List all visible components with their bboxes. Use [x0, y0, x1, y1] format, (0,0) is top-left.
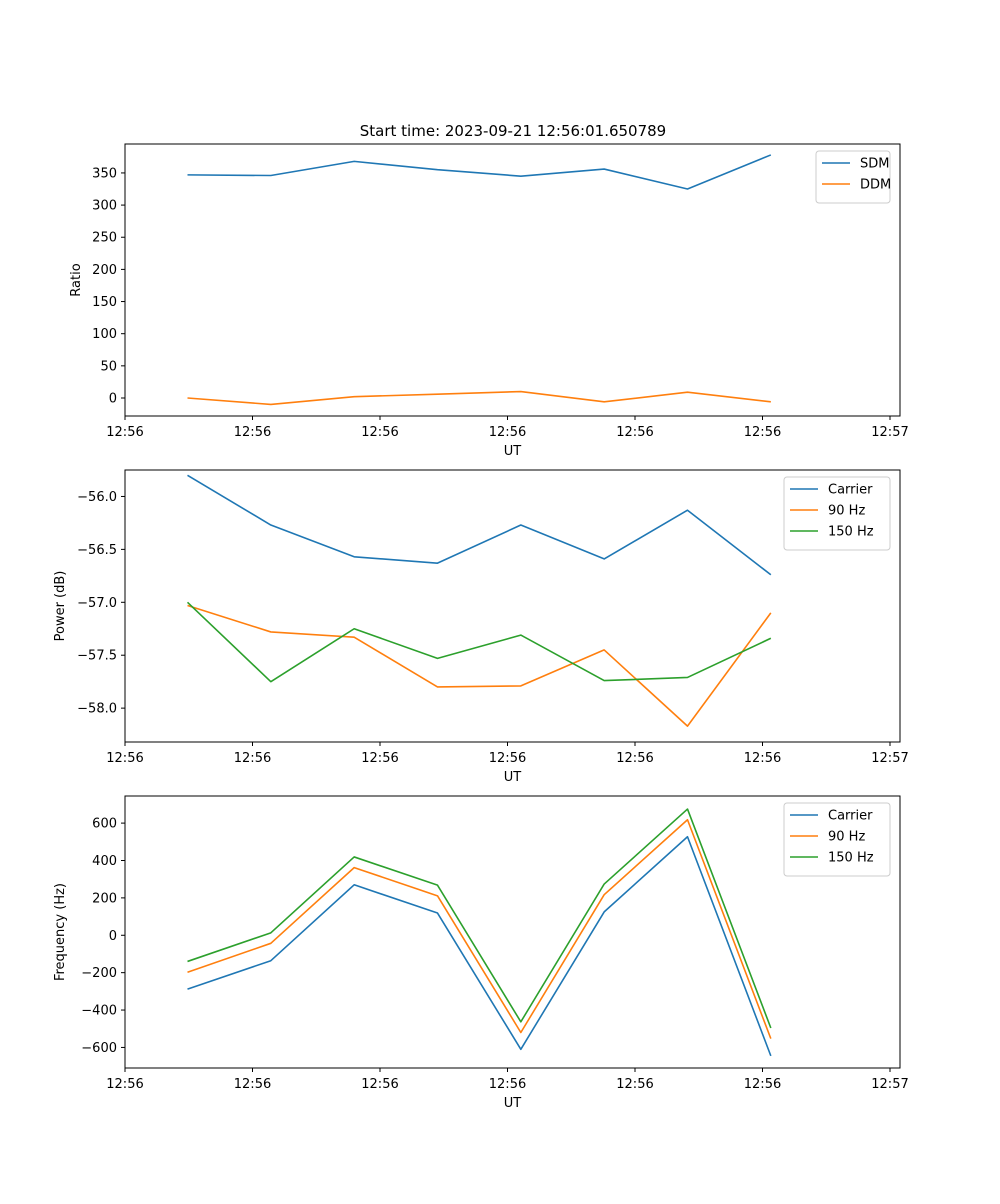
- y-tick-label: 150: [92, 295, 117, 310]
- y-tick-label: 0: [109, 929, 117, 944]
- y-tick-label: 0: [109, 391, 117, 406]
- y-tick-label: 200: [92, 891, 117, 906]
- y-tick-label: −56.5: [77, 543, 117, 558]
- x-tick-label: 12:56: [489, 751, 526, 766]
- x-tick-label: 12:56: [106, 1077, 143, 1092]
- legend-label: DDM: [860, 178, 891, 193]
- y-tick-label: −58.0: [77, 702, 117, 717]
- y-tick-label: 50: [100, 359, 117, 374]
- x-tick-label: 12:56: [616, 1077, 653, 1092]
- x-tick-label: 12:56: [361, 425, 398, 440]
- y-tick-label: −200: [81, 966, 117, 981]
- x-axis-label: UT: [504, 770, 522, 785]
- x-tick-label: 12:57: [871, 1077, 908, 1092]
- x-axis-label: UT: [504, 444, 522, 459]
- y-tick-label: 600: [92, 817, 117, 832]
- x-tick-label: 12:56: [616, 425, 653, 440]
- y-tick-label: −600: [81, 1041, 117, 1056]
- legend-label: SDM: [860, 157, 889, 172]
- legend-label: 150 Hz: [828, 851, 874, 866]
- x-tick-label: 12:56: [489, 1077, 526, 1092]
- x-tick-label: 12:56: [744, 1077, 781, 1092]
- chart-1: 12:56 12:56 12:56 12:56 12:56 12:56 12:57 0 50 10…: [69, 144, 909, 459]
- y-axis-label: Power (dB): [53, 571, 68, 642]
- x-tick-label: 12:57: [871, 751, 908, 766]
- chart-2: 12:56 12:56 12:56 12:56 12:56 12:56 12:57 −58.0…: [53, 470, 909, 785]
- y-tick-label: −57.5: [77, 649, 117, 664]
- y-tick-label: 250: [92, 231, 117, 246]
- x-tick-label: 12:56: [234, 751, 271, 766]
- legend-label: Carrier: [828, 809, 873, 824]
- legend-label: 150 Hz: [828, 525, 874, 540]
- series-line-150-hz: [188, 809, 771, 1028]
- x-tick-label: 12:56: [361, 751, 398, 766]
- x-tick-label: 12:57: [871, 425, 908, 440]
- chart-3: 12:56 12:56 12:56 12:56 12:56 12:56 12:57 −600 −…: [53, 796, 909, 1111]
- x-tick-label: 12:56: [616, 751, 653, 766]
- y-tick-label: 100: [92, 327, 117, 342]
- y-tick-label: 350: [92, 166, 117, 181]
- series-line-ddm: [188, 392, 771, 405]
- x-tick-label: 12:56: [234, 1077, 271, 1092]
- y-tick-label: 300: [92, 199, 117, 214]
- x-tick-label: 12:56: [744, 751, 781, 766]
- axes-frame: [125, 144, 900, 416]
- x-tick-label: 12:56: [106, 751, 143, 766]
- legend-label: Carrier: [828, 483, 873, 498]
- y-tick-label: −400: [81, 1004, 117, 1019]
- legend-label: 90 Hz: [828, 504, 865, 519]
- series-line-carrier: [188, 837, 771, 1056]
- x-tick-label: 12:56: [106, 425, 143, 440]
- y-tick-label: −57.0: [77, 596, 117, 611]
- series-line-150-hz: [188, 602, 771, 681]
- y-axis-label: Ratio: [69, 263, 84, 296]
- y-tick-label: −56.0: [77, 490, 117, 505]
- legend-label: 90 Hz: [828, 830, 865, 845]
- series-line-sdm: [188, 155, 771, 189]
- figure-title: Start time: 2023-09-21 12:56:01.650789: [360, 122, 666, 140]
- x-tick-label: 12:56: [361, 1077, 398, 1092]
- y-tick-label: 200: [92, 263, 117, 278]
- x-tick-label: 12:56: [744, 425, 781, 440]
- series-line-90-hz: [188, 605, 771, 726]
- x-tick-label: 12:56: [489, 425, 526, 440]
- x-axis-label: UT: [504, 1096, 522, 1111]
- y-axis-label: Frequency (Hz): [53, 883, 68, 981]
- y-tick-label: 400: [92, 854, 117, 869]
- x-tick-label: 12:56: [234, 425, 271, 440]
- series-line-carrier: [188, 475, 771, 574]
